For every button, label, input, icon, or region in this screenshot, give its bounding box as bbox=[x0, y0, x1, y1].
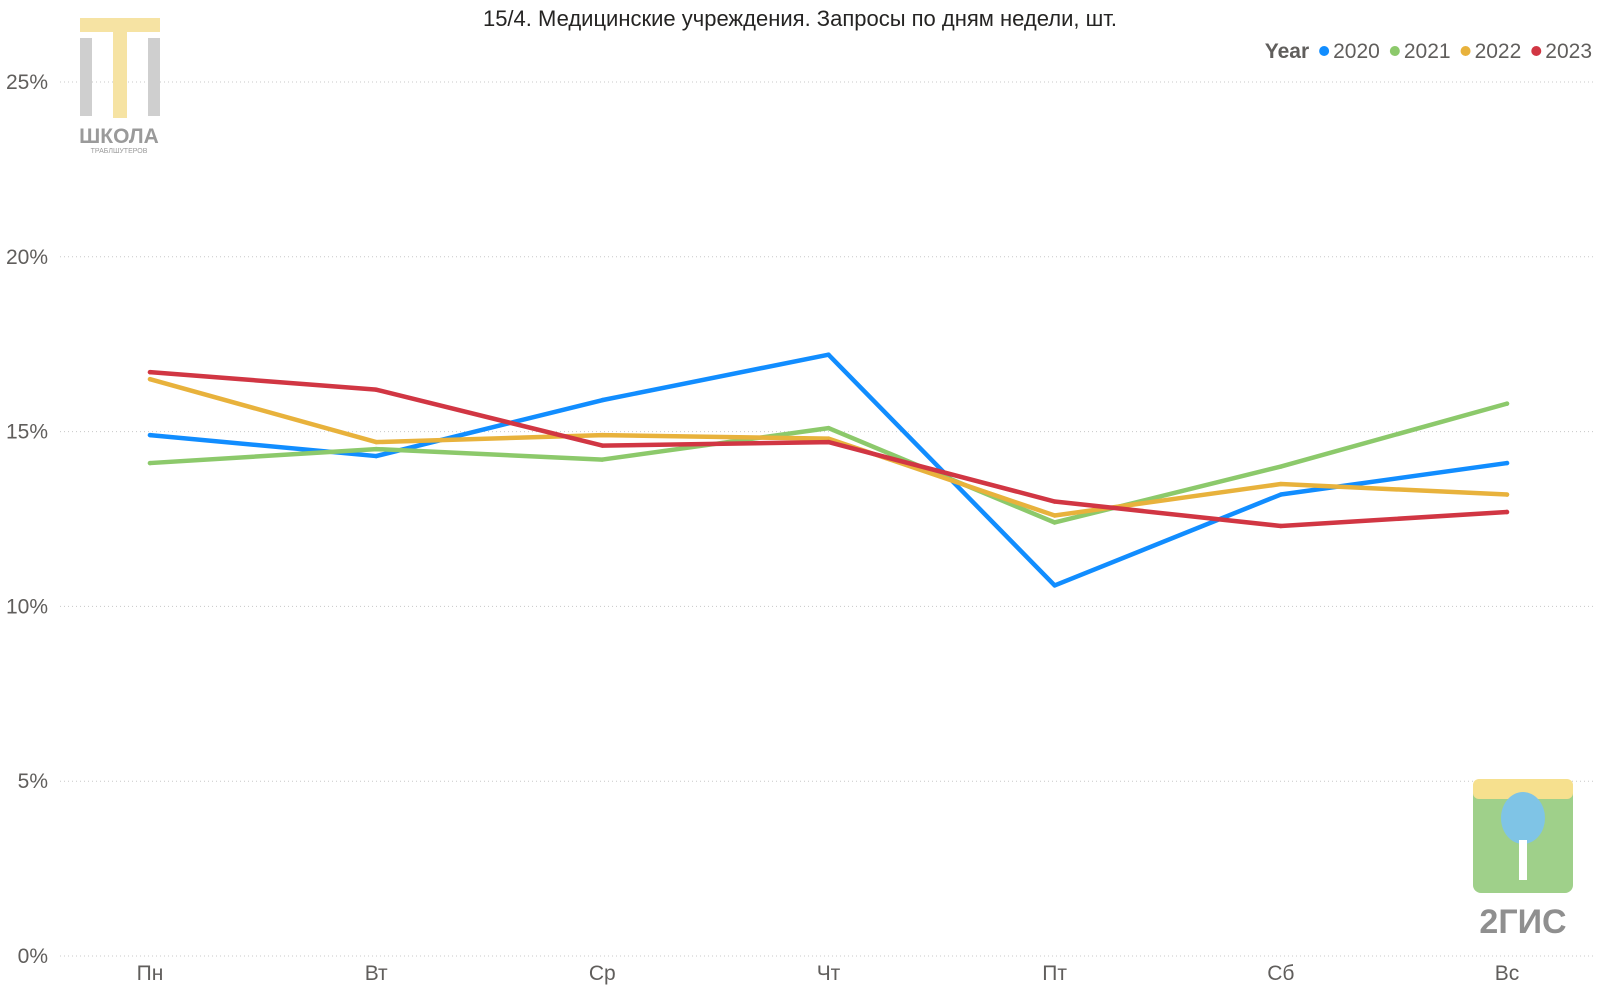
legend-marker-2022 bbox=[1460, 46, 1471, 56]
x-tick-label: Чт bbox=[817, 962, 841, 985]
data-point-2021 bbox=[1052, 520, 1057, 525]
legend-item-2022[interactable]: 2022 bbox=[1475, 40, 1522, 63]
school-logo-text: ШКОЛА bbox=[79, 125, 159, 148]
data-point-2022 bbox=[147, 376, 153, 382]
data-point-2022 bbox=[600, 432, 605, 438]
2gis-logo: 2ГИС bbox=[1473, 779, 1573, 941]
legend-item-2023[interactable]: 2023 bbox=[1545, 40, 1592, 63]
legend-marker-2020 bbox=[1319, 46, 1330, 56]
x-tick-label: Пн bbox=[137, 962, 164, 985]
data-point-2021 bbox=[826, 425, 831, 431]
data-point-2023 bbox=[1504, 509, 1510, 515]
data-point-2020 bbox=[1052, 583, 1057, 588]
y-tick-label: 25% bbox=[6, 71, 48, 94]
legend-marker-2021 bbox=[1389, 46, 1400, 56]
data-point-2020 bbox=[147, 432, 153, 438]
data-point-2021 bbox=[600, 457, 605, 462]
x-tick-label: Вт bbox=[365, 962, 388, 985]
legend-title: Year bbox=[1265, 40, 1309, 63]
data-point-2022 bbox=[1504, 492, 1510, 497]
school-logo-right bbox=[148, 38, 160, 116]
data-point-2022 bbox=[826, 436, 831, 441]
series-lines bbox=[147, 352, 1510, 588]
y-tick-label: 15% bbox=[6, 421, 48, 444]
data-point-2020 bbox=[1504, 460, 1510, 466]
legend-item-2021[interactable]: 2021 bbox=[1404, 40, 1451, 63]
2gis-logo-tree bbox=[1501, 792, 1545, 844]
2gis-logo-trunk bbox=[1519, 840, 1527, 880]
data-point-2022 bbox=[1278, 481, 1284, 487]
school-logo: ШКОЛА ТРАБЛШУТЕРОВ bbox=[79, 18, 160, 155]
data-point-2023 bbox=[1052, 499, 1057, 504]
legend-item-2020[interactable]: 2020 bbox=[1333, 40, 1380, 63]
series-line-2021 bbox=[147, 401, 1510, 525]
data-point-2023 bbox=[600, 443, 605, 448]
x-tick-label: Ср bbox=[589, 962, 616, 985]
school-logo-bar-top bbox=[80, 18, 160, 32]
data-point-2021 bbox=[147, 460, 153, 466]
data-point-2022 bbox=[1052, 513, 1057, 518]
2gis-logo-sun bbox=[1473, 779, 1573, 799]
data-point-2022 bbox=[373, 439, 379, 445]
x-tick-label: Пт bbox=[1042, 962, 1067, 985]
data-point-2023 bbox=[147, 369, 153, 375]
x-tick-label: Сб bbox=[1267, 962, 1294, 985]
data-point-2021 bbox=[1278, 464, 1284, 469]
y-tick-label: 0% bbox=[18, 945, 48, 968]
data-point-2023 bbox=[373, 387, 379, 392]
y-tick-label: 5% bbox=[18, 770, 48, 793]
data-point-2020 bbox=[373, 453, 379, 459]
chart-title: 15/4. Медицинские учреждения. Запросы по… bbox=[483, 6, 1117, 31]
school-logo-subtext: ТРАБЛШУТЕРОВ bbox=[91, 148, 148, 155]
y-axis-ticks: 0% 5% 10% 15% 20% 25% bbox=[6, 71, 48, 968]
2gis-logo-text: 2ГИС bbox=[1479, 903, 1566, 941]
x-axis-ticks: Пн Вт Ср Чт Пт Сб Вс bbox=[137, 962, 1520, 985]
school-logo-left bbox=[80, 38, 92, 116]
data-point-2020 bbox=[1278, 492, 1284, 497]
series-line-2022 bbox=[147, 376, 1510, 518]
data-point-2021 bbox=[373, 446, 379, 452]
data-point-2023 bbox=[1278, 523, 1284, 529]
data-point-2021 bbox=[1504, 401, 1510, 406]
school-logo-bar-stem bbox=[113, 32, 127, 118]
legend-marker-2023 bbox=[1531, 46, 1542, 56]
data-point-2020 bbox=[600, 397, 605, 403]
legend[interactable]: Year 2020 2021 2022 2023 bbox=[1265, 40, 1592, 63]
y-tick-label: 20% bbox=[6, 246, 48, 269]
data-point-2020 bbox=[826, 352, 831, 357]
data-point-2023 bbox=[826, 439, 831, 445]
x-tick-label: Вс bbox=[1495, 962, 1520, 985]
y-tick-label: 10% bbox=[6, 595, 48, 618]
